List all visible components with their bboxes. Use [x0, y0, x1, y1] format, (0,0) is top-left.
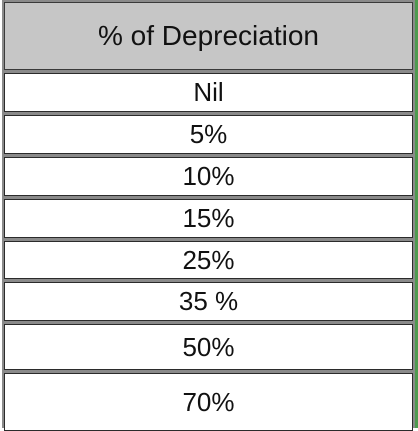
table-row: 15% — [4, 199, 413, 238]
table-row: Nil — [4, 73, 413, 112]
table-row: 25% — [4, 241, 413, 279]
table-row: 10% — [4, 157, 413, 196]
table-row: 5% — [4, 115, 413, 154]
table-row: 35 % — [4, 282, 413, 321]
table-row: 50% — [4, 324, 413, 370]
column-header: % of Depreciation — [4, 2, 413, 70]
table-row: 70% — [4, 373, 413, 431]
right-border — [415, 0, 418, 428]
